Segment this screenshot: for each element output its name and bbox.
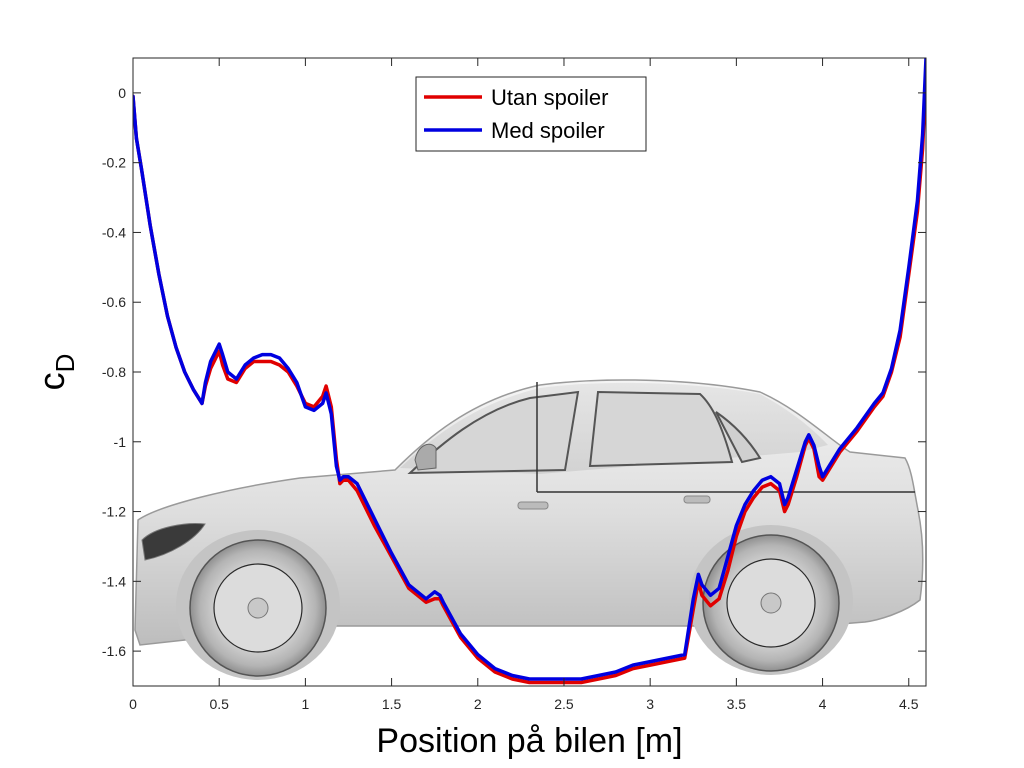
y-axis: 0 -0.2 -0.4 -0.6 -0.8 -1 -1.2 -1.4 -1.6 bbox=[102, 85, 926, 659]
car-hub-rear bbox=[760, 592, 782, 614]
car-headlight bbox=[141, 523, 206, 561]
svg-text:cD: cD bbox=[31, 354, 80, 391]
x-axis: 0 0.5 1 1.5 2 2.5 3 3.5 4 4.5 bbox=[129, 58, 919, 712]
x-tick-label: 0 bbox=[129, 696, 137, 712]
series-layer bbox=[133, 58, 926, 685]
y-axis-title-subscript: D bbox=[50, 354, 80, 373]
y-axis-title: cD bbox=[31, 354, 80, 391]
car-door-handle-rear bbox=[683, 495, 711, 504]
legend-box bbox=[415, 76, 647, 152]
legend: Utan spoiler Med spoiler bbox=[415, 76, 647, 152]
x-axis-title: Position på bilen [m] bbox=[376, 722, 682, 760]
x-tick-label: 4.5 bbox=[899, 696, 919, 712]
series-line-med-spoiler bbox=[133, 58, 926, 681]
x-tick-label: 4 bbox=[819, 696, 827, 712]
car-window-rear bbox=[588, 390, 734, 468]
x-tick-label: 1 bbox=[301, 696, 309, 712]
y-tick-label: -1.4 bbox=[102, 573, 126, 589]
car-mirror bbox=[414, 443, 437, 471]
legend-label-med-spoiler: Med spoiler bbox=[491, 118, 605, 143]
car-window-quarter bbox=[715, 411, 762, 464]
y-axis-title-main: c bbox=[31, 372, 72, 390]
car-door-handle-front bbox=[517, 501, 549, 510]
y-tick-label: -0.2 bbox=[102, 155, 126, 171]
x-tick-label: 3.5 bbox=[727, 696, 747, 712]
x-tick-label: 2.5 bbox=[554, 696, 574, 712]
y-tick-label: -0.4 bbox=[102, 224, 126, 240]
car-hub-front bbox=[247, 597, 269, 619]
x-tick-label: 3 bbox=[646, 696, 654, 712]
x-tick-label: 0.5 bbox=[209, 696, 229, 712]
y-tick-label: 0 bbox=[118, 85, 126, 101]
x-tick-label: 1.5 bbox=[382, 696, 402, 712]
x-tick-label: 2 bbox=[474, 696, 482, 712]
legend-label-utan-spoiler: Utan spoiler bbox=[491, 85, 608, 110]
y-tick-label: -0.8 bbox=[102, 364, 126, 380]
plot-area bbox=[132, 57, 927, 687]
y-tick-label: -1.2 bbox=[102, 504, 126, 520]
y-tick-label: -0.6 bbox=[102, 294, 126, 310]
y-tick-label: -1 bbox=[114, 434, 127, 450]
y-tick-label: -1.6 bbox=[102, 643, 126, 659]
